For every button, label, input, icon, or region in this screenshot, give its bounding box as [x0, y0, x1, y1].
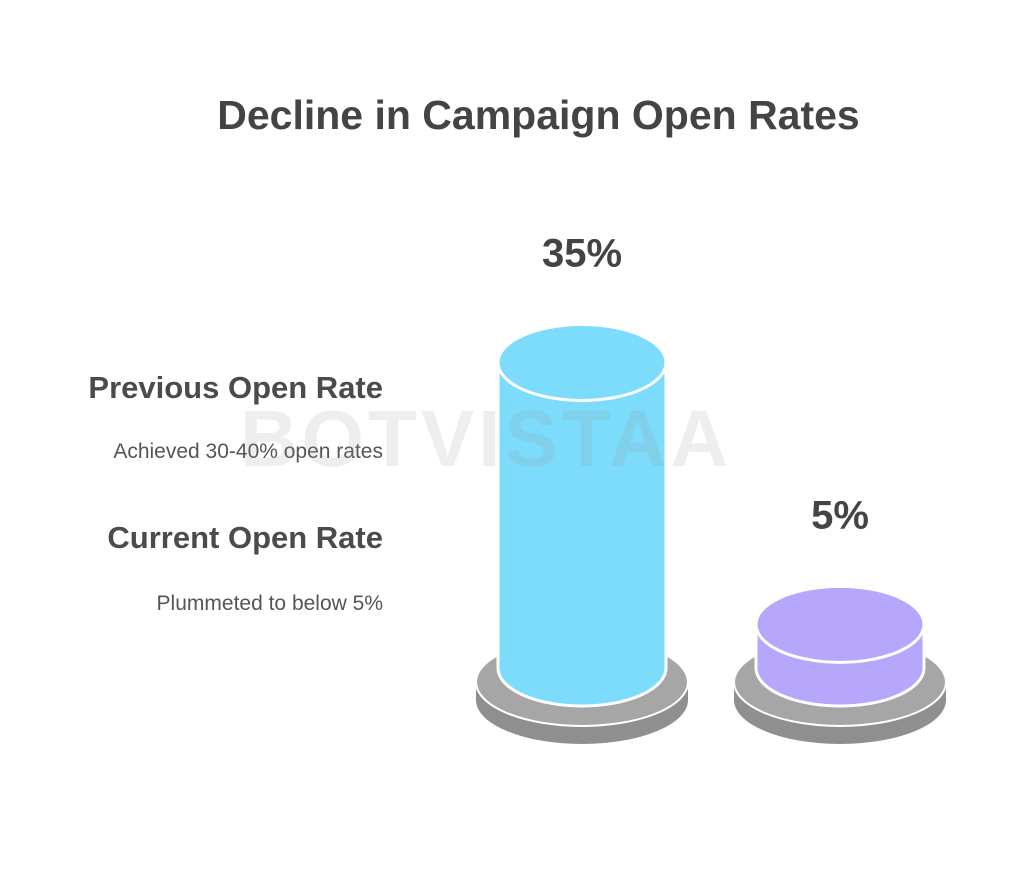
bar-previous — [496, 360, 668, 708]
bar-top-current — [754, 584, 926, 664]
legend-title-current: Current Open Rate — [107, 520, 383, 555]
value-label-previous: 35% — [542, 231, 622, 275]
watermark: BOTVISTAA — [240, 394, 733, 483]
bar-top-previous — [496, 322, 668, 402]
legend-desc-previous: Achieved 30-40% open rates — [113, 440, 383, 463]
legend-title-previous: Previous Open Rate — [88, 370, 383, 405]
value-label-current: 5% — [811, 493, 869, 537]
legend-desc-current: Plummeted to below 5% — [156, 592, 383, 615]
chart-title: Decline in Campaign Open Rates — [217, 92, 860, 138]
